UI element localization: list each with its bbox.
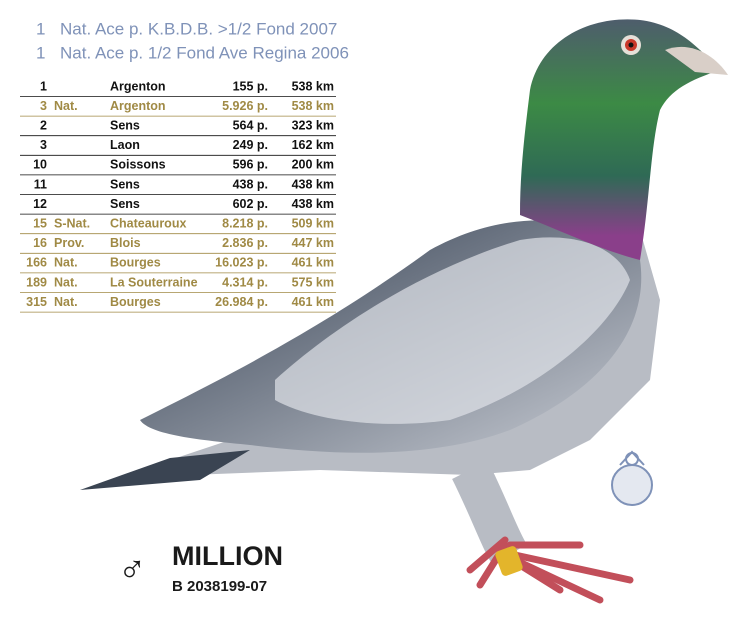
birds: 5.926 p. [222, 99, 268, 113]
rank: 15 [33, 216, 47, 230]
birds: 26.984 p. [215, 295, 268, 309]
birds: 602 p. [233, 197, 268, 211]
level: S-Nat. [54, 216, 90, 230]
rank: 1 [40, 79, 47, 93]
rank: 16 [33, 236, 47, 250]
birds: 2.836 p. [222, 236, 268, 250]
place: Bourges [110, 256, 161, 270]
place: Blois [110, 236, 141, 250]
distance: 538 km [292, 79, 334, 93]
distance: 447 km [292, 236, 334, 250]
place: Laon [110, 138, 140, 152]
distance: 162 km [292, 138, 334, 152]
rank: 166 [26, 256, 47, 270]
headline-rank: 1 [36, 19, 45, 38]
rank: 3 [40, 99, 47, 113]
distance: 438 km [292, 177, 334, 191]
place: Bourges [110, 295, 161, 309]
headline-text: Nat. Ace p. 1/2 Fond Ave Regina 2006 [60, 43, 349, 62]
rank: 11 [34, 177, 47, 191]
place: La Souterraine [110, 275, 198, 289]
birds: 249 p. [233, 138, 268, 152]
rank: 12 [33, 197, 47, 211]
level: Prov. [54, 236, 84, 250]
rank: 315 [26, 295, 47, 309]
distance: 438 km [292, 197, 334, 211]
distance: 461 km [292, 295, 334, 309]
pigeon-illustration [80, 19, 728, 604]
ring-number: B 2038199-07 [172, 578, 267, 595]
place: Sens [110, 118, 140, 132]
birds: 16.023 p. [215, 256, 268, 270]
level: Nat. [54, 99, 78, 113]
level: Nat. [54, 256, 78, 270]
place: Chateauroux [110, 216, 186, 230]
birds: 438 p. [233, 177, 268, 191]
sex-symbol: ♂ [118, 549, 147, 591]
level: Nat. [54, 295, 78, 309]
place: Argenton [110, 79, 166, 93]
distance: 509 km [292, 216, 334, 230]
rank: 189 [26, 275, 47, 289]
rank: 2 [40, 118, 47, 132]
place: Sens [110, 197, 140, 211]
distance: 461 km [292, 256, 334, 270]
rank: 3 [40, 138, 47, 152]
place: Argenton [110, 99, 166, 113]
bird-name: MILLION [172, 541, 283, 571]
headline-text: Nat. Ace p. K.B.D.B. >1/2 Fond 2007 [60, 19, 337, 38]
place: Soissons [110, 158, 166, 172]
distance: 538 km [292, 99, 334, 113]
level: Nat. [54, 275, 78, 289]
distance: 200 km [292, 158, 334, 172]
birds: 4.314 p. [222, 275, 268, 289]
birds: 564 p. [233, 118, 268, 132]
place: Sens [110, 177, 140, 191]
distance: 323 km [292, 118, 334, 132]
rank: 10 [33, 158, 47, 172]
headline-rank: 1 [36, 43, 45, 62]
birds: 596 p. [233, 158, 268, 172]
distance: 575 km [292, 275, 334, 289]
birds: 155 p. [233, 79, 268, 93]
birds: 8.218 p. [222, 216, 268, 230]
